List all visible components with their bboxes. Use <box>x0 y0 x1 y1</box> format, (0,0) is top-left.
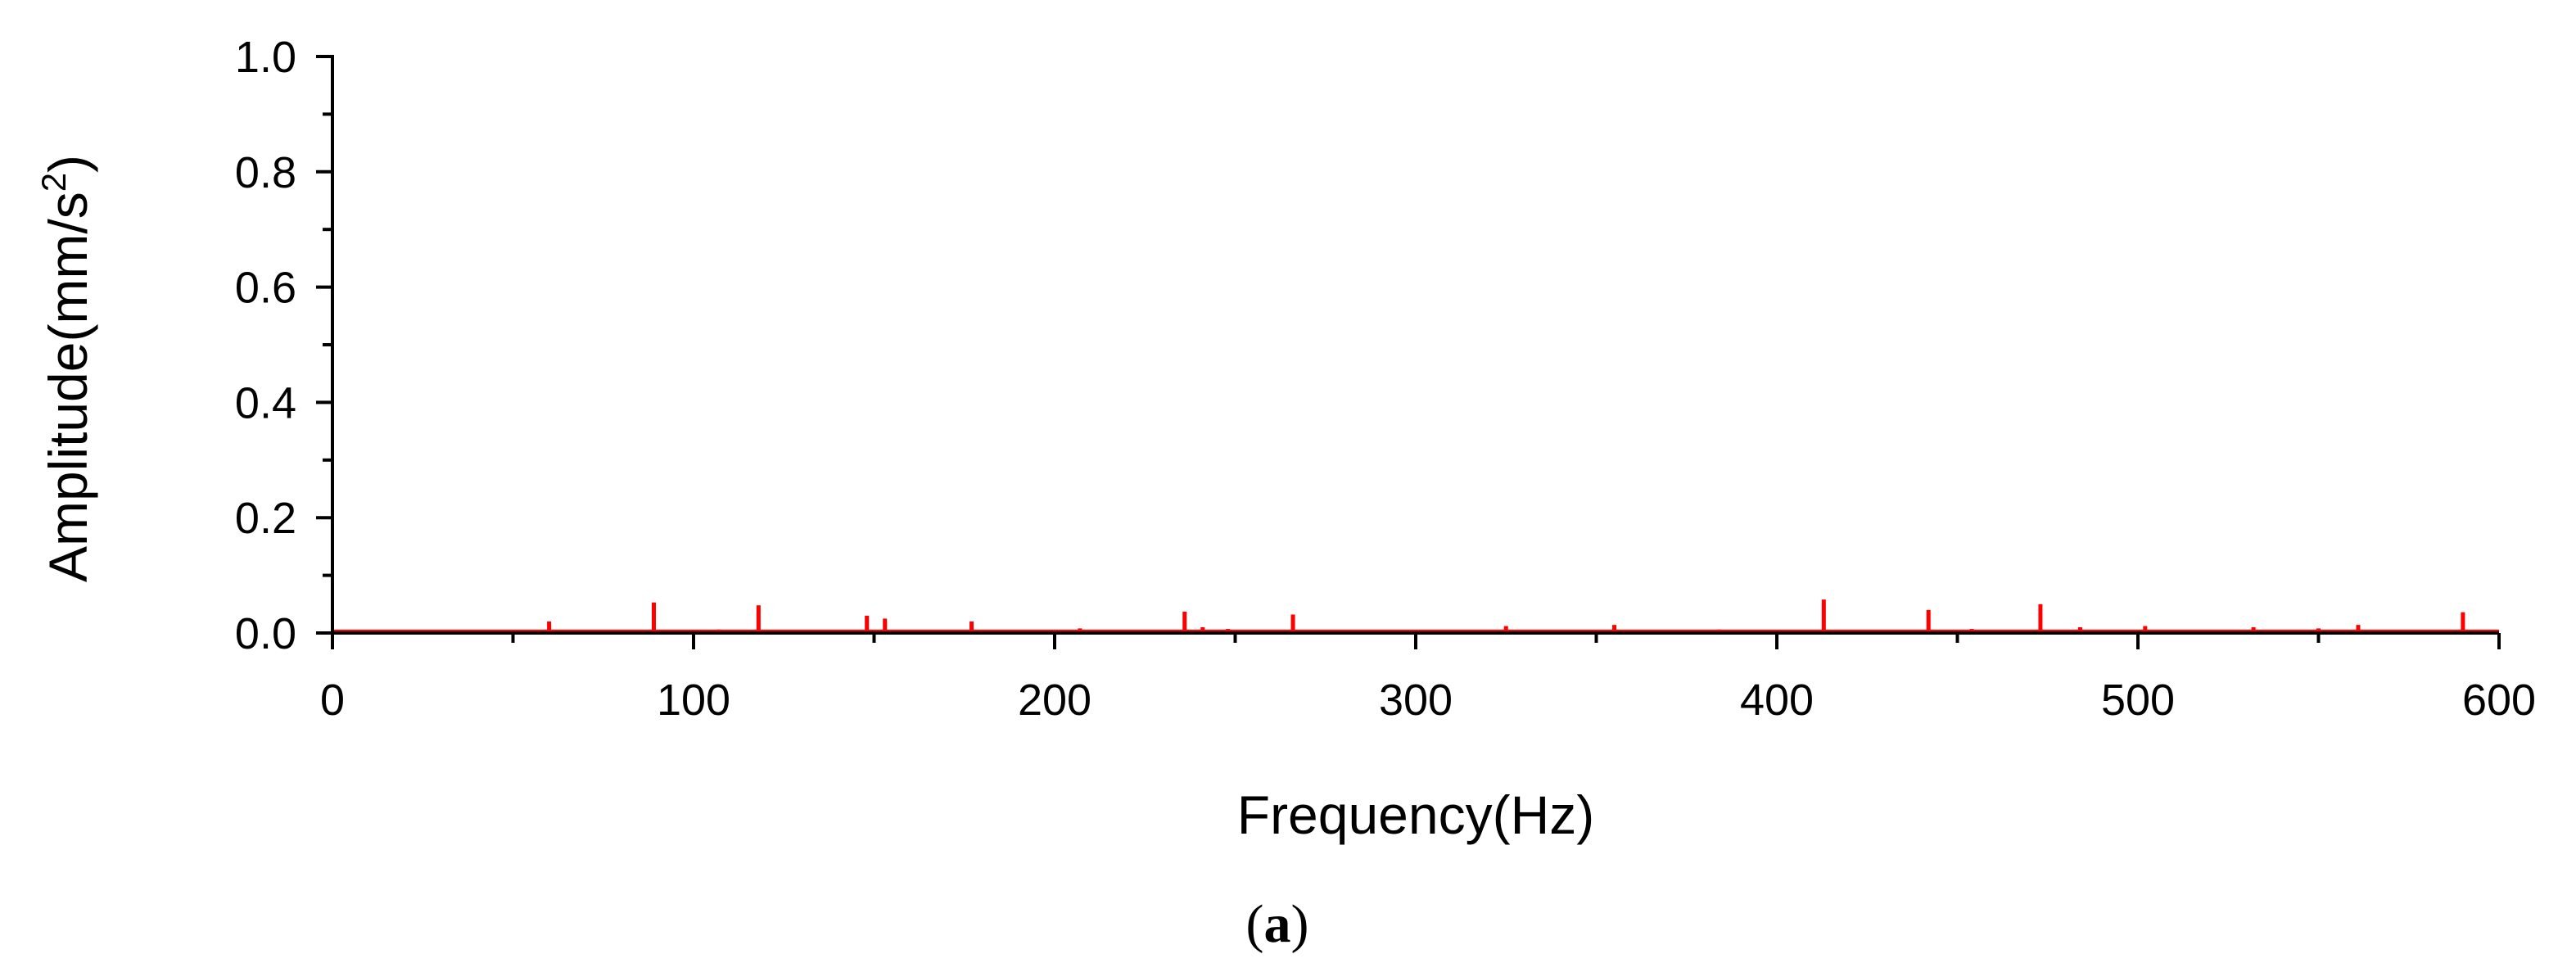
x-tick-label: 0 <box>320 676 345 725</box>
x-tick-label: 400 <box>1740 676 1814 725</box>
y-tick-label: 0.8 <box>235 148 296 197</box>
x-tick-label: 200 <box>1018 676 1091 725</box>
x-tick-label: 300 <box>1379 676 1453 725</box>
x-tick-label: 100 <box>657 676 730 725</box>
y-tick-label: 0.2 <box>235 494 296 543</box>
y-axis-title-main: Amplitude(mm/s <box>38 192 98 582</box>
y-tick-label: 0.6 <box>235 264 296 313</box>
axes: 0 100 200 300 400 500 600 0.0 0.2 0.4 0.6 0.8 1.0 <box>235 33 2536 725</box>
y-tick-label: 0.4 <box>235 378 296 427</box>
x-axis-title: Frequency(Hz) <box>1237 784 1594 845</box>
y-tick-label: 0.0 <box>235 609 296 658</box>
y-axis-title-end: ) <box>38 155 98 173</box>
x-tick-label: 500 <box>2101 676 2175 725</box>
plot-area <box>332 599 2499 633</box>
y-tick-label: 1.0 <box>235 33 296 82</box>
y-axis-title: Amplitude(mm/s2) <box>34 155 98 582</box>
y-axis-title-superscript: 2 <box>34 173 73 192</box>
caption-letter: a <box>1264 894 1291 954</box>
figure-caption: (a) <box>1246 894 1309 954</box>
x-tick-label: 600 <box>2462 676 2536 725</box>
